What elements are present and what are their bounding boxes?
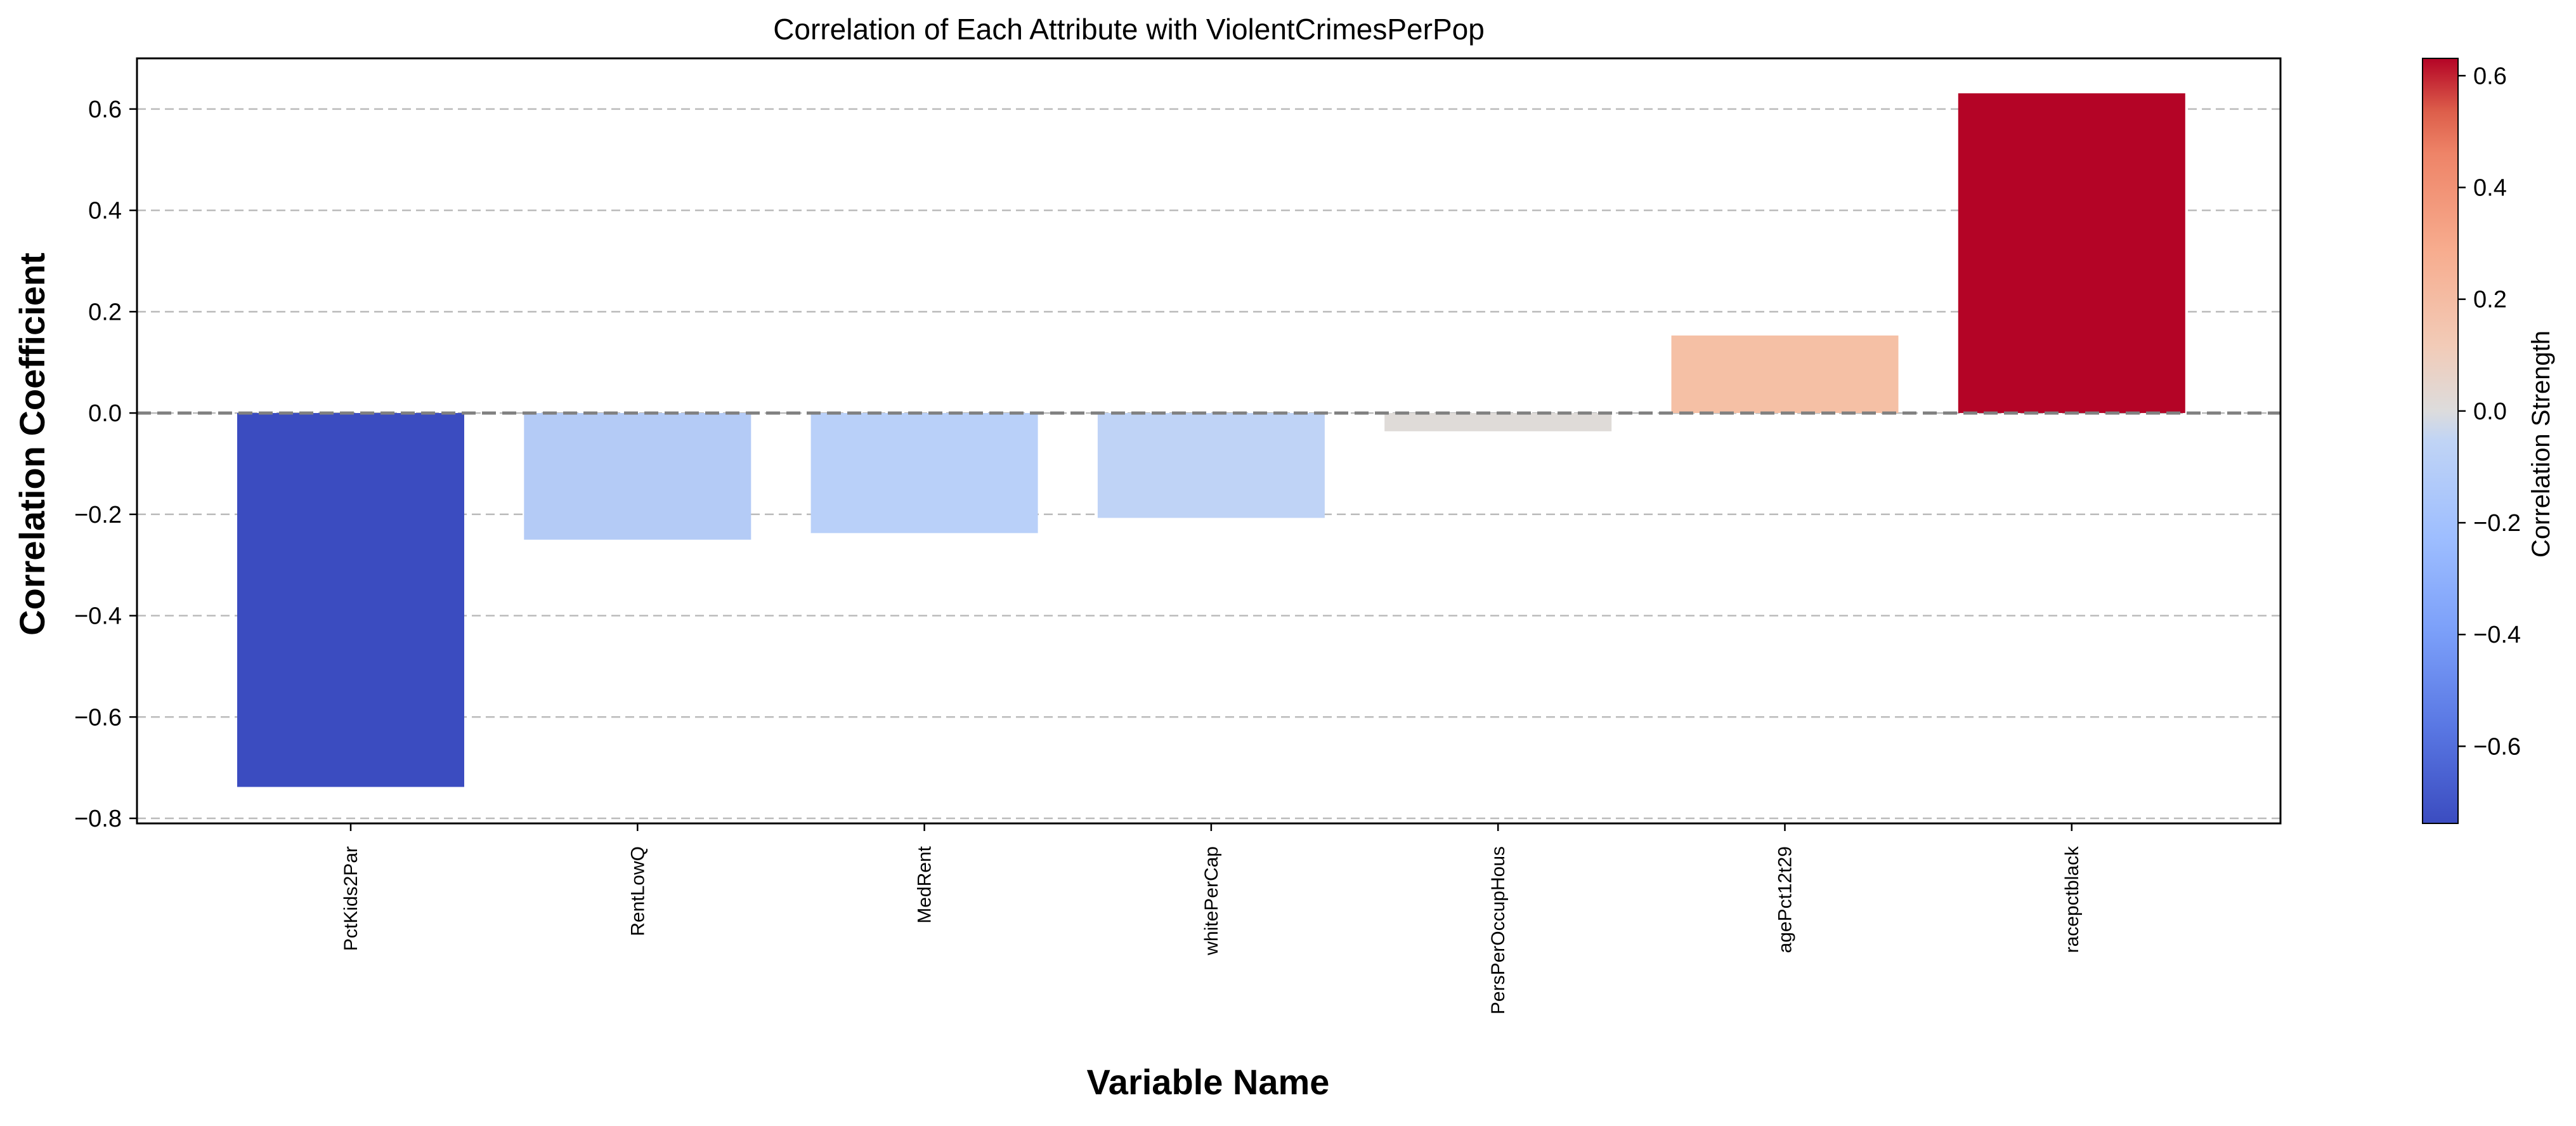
colorbar-tick-label: 0.6 [2473,63,2507,89]
bars [237,93,2185,787]
bar-agePct12t29 [1671,335,1899,414]
colorbar-tick-label: 0.2 [2473,287,2507,313]
chart-title: Correlation of Each Attribute with Viole… [773,13,1485,46]
colorbar-ticks: −0.6 −0.4 −0.2 0.0 0.2 0.4 0.6 [2458,63,2521,760]
bar-RentLowQ [524,413,751,540]
y-tick-label: 0.4 [88,198,122,225]
x-tick-label: MedRent [914,846,935,923]
bar-MedRent [810,413,1038,534]
colorbar-tick-label: −0.2 [2473,510,2521,537]
x-axis-label: Variable Name [1087,1062,1330,1102]
y-ticks: −0.8 −0.6 −0.4 −0.2 0.0 0.2 0.4 0.6 [74,96,137,832]
colorbar-tick-label: 0.0 [2473,398,2507,425]
x-tick-label: agePct12t29 [1775,846,1796,953]
x-tick-label: racepctblack [2062,846,2083,953]
x-ticks: PctKids2Par RentLowQ MedRent whitePerCap Per… [341,823,2083,1014]
bar-whitePerCap [1097,413,1325,518]
bar-PersPerOccupHous [1384,413,1612,431]
x-tick-label: PctKids2Par [341,846,361,951]
x-tick-label: RentLowQ [627,846,648,936]
colorbar-tick-label: 0.4 [2473,174,2507,201]
y-tick-label: −0.2 [74,502,122,528]
y-axis-label: Correlation Coefficient [12,252,52,636]
y-tick-label: −0.6 [74,704,122,731]
x-tick-label: whitePerCap [1201,846,1222,956]
bar-racepctblack [1958,93,2185,414]
y-tick-label: 0.6 [88,96,122,123]
bar-PctKids2Par [237,413,464,787]
colorbar-tick-label: −0.6 [2473,733,2521,760]
x-tick-label: PersPerOccupHous [1488,846,1509,1014]
colorbar-tick-label: −0.4 [2473,622,2521,648]
y-tick-label: −0.4 [74,603,122,630]
colorbar-label: Correlation Strength [2527,331,2555,558]
plot-frame [136,57,2282,825]
y-tick-label: −0.8 [74,806,122,832]
y-tick-label: 0.2 [88,299,122,325]
colorbar: −0.6 −0.4 −0.2 0.0 0.2 0.4 0.6 Correlation Str… [2422,58,2555,824]
colorbar-gradient [2422,58,2459,824]
y-tick-label: 0.0 [88,400,122,427]
